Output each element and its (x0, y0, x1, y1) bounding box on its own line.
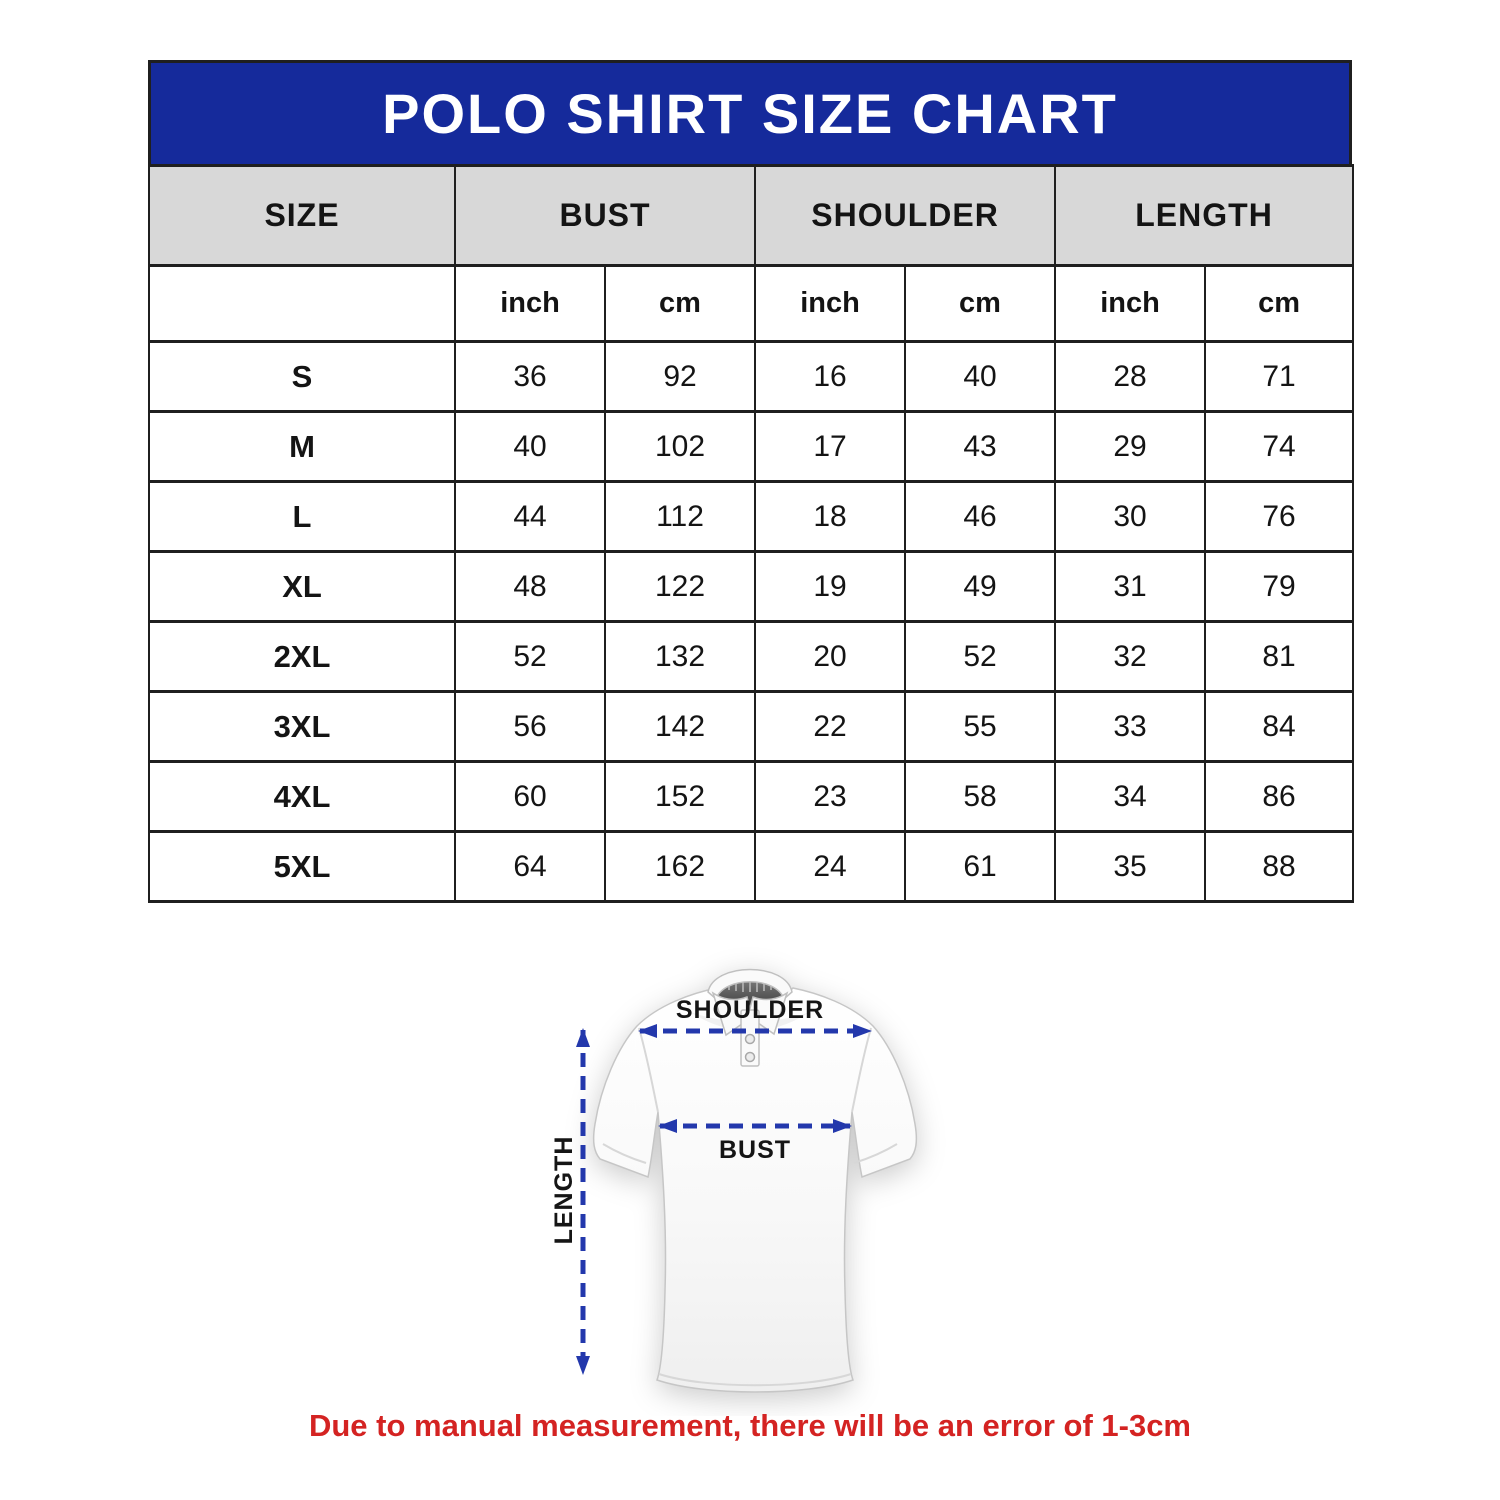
bust-inch-cell: 56 (454, 690, 606, 763)
bust-cm-cell: 132 (603, 620, 757, 693)
size-label-cell: L (148, 480, 456, 553)
bust-label: BUST (719, 1136, 791, 1164)
bust-cm-cell: 142 (603, 690, 757, 763)
shirt-body (592, 987, 918, 1393)
size-label-cell: M (148, 410, 456, 483)
bust-inch-cell: 52 (454, 620, 606, 693)
bust-cm-cell: 102 (603, 410, 757, 483)
table-row: 4XL 60 152 23 58 34 86 (148, 760, 1355, 833)
length-inch-cell: 34 (1054, 760, 1207, 833)
shoulder-inch-cell: 23 (754, 760, 907, 833)
length-cm-cell: 79 (1204, 550, 1355, 623)
bust-cm-cell: 152 (603, 760, 757, 833)
page-title: POLO SHIRT SIZE CHART (382, 82, 1118, 145)
table-row: XL 48 122 19 49 31 79 (148, 550, 1355, 623)
right-cuff-seam (853, 1143, 898, 1164)
col-header-size: SIZE (148, 164, 456, 267)
shoulder-cm-cell: 58 (904, 760, 1057, 833)
bust-inch-cell: 60 (454, 760, 606, 833)
shoulder-inch-cell: 16 (754, 340, 907, 413)
length-inch-cell: 33 (1054, 690, 1207, 763)
bust-inch-cell: 64 (454, 830, 606, 903)
table-row: S 36 92 16 40 28 71 (148, 340, 1355, 413)
length-inch-cell: 31 (1054, 550, 1207, 623)
length-cm-cell: 76 (1204, 480, 1355, 553)
bust-cm-cell: 92 (603, 340, 757, 413)
hem-seam (658, 1373, 852, 1387)
table-row: M 40 102 17 43 29 74 (148, 410, 1355, 483)
size-label-cell: S (148, 340, 456, 413)
table-header-row: SIZE BUST SHOULDER LENGTH (148, 164, 1355, 267)
size-label-cell: XL (148, 550, 456, 623)
length-cm-cell: 71 (1204, 340, 1355, 413)
bust-inch-cell: 48 (454, 550, 606, 623)
length-cm-cell: 88 (1204, 830, 1355, 903)
table-row: 3XL 56 142 22 55 33 84 (148, 690, 1355, 763)
length-inch-cell: 32 (1054, 620, 1207, 693)
size-label-cell: 2XL (148, 620, 456, 693)
table-row: L 44 112 18 46 30 76 (148, 480, 1355, 553)
length-cm-cell: 86 (1204, 760, 1355, 833)
title-banner: POLO SHIRT SIZE CHART (148, 60, 1352, 164)
size-table-body: S 36 92 16 40 28 71 M 40 102 17 43 29 74… (148, 340, 1355, 903)
size-label-cell: 4XL (148, 760, 456, 833)
size-label-cell: 5XL (148, 830, 456, 903)
shoulder-cm-cell: 49 (904, 550, 1057, 623)
shoulder-inch-cell: 24 (754, 830, 907, 903)
col-header-bust: BUST (453, 164, 757, 267)
unit-header-length-cm: cm (1204, 264, 1355, 343)
size-table: SIZE BUST SHOULDER LENGTH inch cm inch c… (148, 164, 1355, 903)
length-cm-cell: 81 (1204, 620, 1355, 693)
bust-inch-cell: 36 (454, 340, 606, 413)
shoulder-cm-cell: 43 (904, 410, 1057, 483)
length-label: LENGTH (550, 1136, 578, 1245)
polo-shirt-illustration (592, 968, 918, 1393)
collar-band (707, 968, 793, 1001)
unit-header-bust-cm: cm (603, 264, 757, 343)
bust-cm-cell: 122 (603, 550, 757, 623)
polo-shirt-diagram: SHOULDER BUST LENGTH (550, 968, 918, 1393)
shoulder-label: SHOULDER (676, 996, 824, 1024)
shoulder-inch-cell: 18 (754, 480, 907, 553)
bust-inch-cell: 44 (454, 480, 606, 553)
length-inch-cell: 29 (1054, 410, 1207, 483)
shoulder-cm-cell: 46 (904, 480, 1057, 553)
placket-button-bottom (744, 1051, 756, 1063)
unit-header-bust-inch: inch (454, 264, 606, 343)
shoulder-inch-cell: 19 (754, 550, 907, 623)
length-inch-cell: 30 (1054, 480, 1207, 553)
placket-button-top (744, 1033, 756, 1045)
table-row: 2XL 52 132 20 52 32 81 (148, 620, 1355, 693)
shoulder-inch-cell: 17 (754, 410, 907, 483)
left-cuff-seam (602, 1143, 647, 1164)
unit-header-shoulder-cm: cm (904, 264, 1057, 343)
shoulder-cm-cell: 40 (904, 340, 1057, 413)
bust-cm-cell: 112 (603, 480, 757, 553)
table-row: 5XL 64 162 24 61 35 88 (148, 830, 1355, 903)
col-header-length: LENGTH (1054, 164, 1355, 267)
unit-spacer-cell (148, 264, 456, 343)
shoulder-cm-cell: 52 (904, 620, 1057, 693)
unit-header-shoulder-inch: inch (754, 264, 907, 343)
shoulder-inch-cell: 20 (754, 620, 907, 693)
unit-header-row: inch cm inch cm inch cm (148, 264, 1355, 343)
unit-header-length-inch: inch (1054, 264, 1207, 343)
col-header-shoulder: SHOULDER (754, 164, 1057, 267)
shoulder-inch-cell: 22 (754, 690, 907, 763)
shoulder-cm-cell: 61 (904, 830, 1057, 903)
length-cm-cell: 84 (1204, 690, 1355, 763)
length-cm-cell: 74 (1204, 410, 1355, 483)
length-inch-cell: 35 (1054, 830, 1207, 903)
shoulder-cm-cell: 55 (904, 690, 1057, 763)
size-label-cell: 3XL (148, 690, 456, 763)
length-inch-cell: 28 (1054, 340, 1207, 413)
bust-cm-cell: 162 (603, 830, 757, 903)
measurement-note: Due to manual measurement, there will be… (308, 1408, 1192, 1443)
bust-inch-cell: 40 (454, 410, 606, 483)
